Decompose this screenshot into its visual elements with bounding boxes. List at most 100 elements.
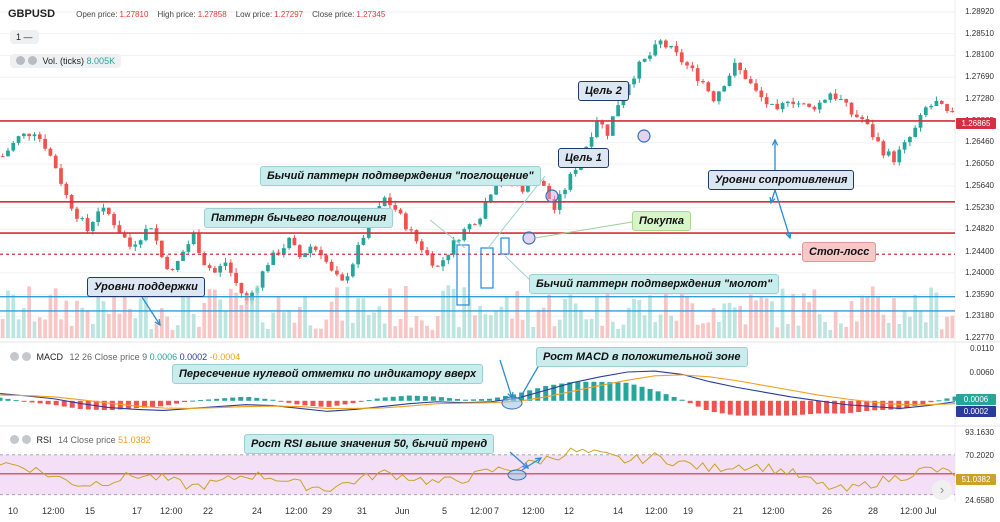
volume-bar bbox=[297, 307, 302, 338]
volume-legend[interactable]: Vol. (ticks) 8.005K bbox=[10, 54, 122, 68]
macd-tag-1: 0.0006 bbox=[956, 394, 996, 405]
gear-icon[interactable] bbox=[22, 352, 31, 361]
candle-body bbox=[112, 213, 116, 226]
rsi-legend[interactable]: RSI 14 Close price 51.0382 bbox=[10, 435, 151, 445]
buy-label: Покупка bbox=[632, 211, 692, 231]
volume-bar bbox=[313, 328, 318, 338]
macd-histogram-bar bbox=[663, 394, 669, 401]
volume-bar bbox=[393, 326, 398, 338]
volume-bar bbox=[563, 298, 567, 338]
macd-histogram-bar bbox=[735, 400, 741, 416]
macd-histogram-bar bbox=[928, 400, 934, 403]
candle-body bbox=[589, 137, 594, 147]
volume-bar bbox=[472, 315, 477, 338]
volume-bar bbox=[457, 327, 461, 338]
close-icon[interactable] bbox=[16, 56, 25, 65]
volume-bar bbox=[59, 319, 63, 338]
candle-body bbox=[11, 142, 16, 151]
close-icon[interactable] bbox=[10, 352, 19, 361]
volume-bar bbox=[616, 328, 620, 338]
volume-bar bbox=[350, 322, 355, 338]
time-axis-label: 12:00 bbox=[522, 506, 545, 516]
candle-body bbox=[16, 136, 21, 143]
volume-bar bbox=[881, 314, 886, 338]
gear-icon[interactable] bbox=[22, 435, 31, 444]
candle-body bbox=[266, 265, 270, 272]
candle-body bbox=[902, 142, 907, 150]
close-icon[interactable] bbox=[10, 435, 19, 444]
interval-selector[interactable]: 1 — bbox=[10, 30, 39, 44]
volume-bar bbox=[600, 325, 605, 338]
candle-body bbox=[870, 124, 875, 138]
macd-histogram-bar bbox=[559, 383, 565, 401]
time-axis-label: 12:00 bbox=[285, 506, 308, 516]
macd-histogram-bar bbox=[791, 400, 797, 416]
volume-bar bbox=[37, 317, 42, 338]
candle-body bbox=[446, 254, 451, 261]
macd-histogram-bar bbox=[495, 397, 501, 401]
candle-body bbox=[854, 114, 859, 118]
candle-body bbox=[563, 189, 567, 195]
volume-bar bbox=[404, 286, 408, 338]
time-axis-label: 12:00 bbox=[470, 506, 493, 516]
gear-icon[interactable] bbox=[28, 56, 37, 65]
volume-bar bbox=[849, 301, 854, 338]
candle-body bbox=[32, 134, 37, 137]
candle-body bbox=[637, 61, 642, 79]
macd-histogram-bar bbox=[374, 398, 380, 401]
volume-bar bbox=[923, 322, 928, 338]
candle-body bbox=[748, 79, 753, 84]
scroll-right-button[interactable]: › bbox=[932, 480, 952, 500]
candle-body bbox=[260, 271, 265, 288]
time-axis-label: 17 bbox=[132, 506, 143, 516]
volume-bar bbox=[234, 292, 238, 338]
volume-bar bbox=[913, 294, 918, 338]
price-axis-label: 1.27690 bbox=[965, 72, 994, 82]
macd-histogram-bar bbox=[711, 400, 717, 413]
volume-bar bbox=[775, 327, 780, 338]
candle-body bbox=[85, 218, 90, 231]
macd-histogram-bar bbox=[856, 400, 862, 412]
macd-histogram-bar bbox=[607, 382, 613, 401]
volume-bar bbox=[149, 329, 154, 338]
volume-bar bbox=[870, 286, 875, 338]
volume-bar bbox=[526, 297, 530, 338]
volume-bar bbox=[568, 294, 573, 338]
candle-body bbox=[908, 136, 912, 143]
volume-bar bbox=[207, 289, 212, 338]
volume-bar bbox=[197, 326, 201, 338]
macd-histogram-bar bbox=[206, 399, 212, 401]
candle-body bbox=[149, 228, 154, 230]
price-axis-label: 1.28510 bbox=[965, 28, 994, 38]
macd-histogram-bar bbox=[743, 400, 749, 416]
price-axis-label: 1.23180 bbox=[965, 311, 994, 321]
candle-body bbox=[441, 260, 445, 267]
volume-bar bbox=[181, 295, 185, 338]
candle-body bbox=[786, 101, 790, 104]
candle-body bbox=[191, 233, 196, 245]
macd-histogram-bar bbox=[775, 400, 781, 416]
volume-bar bbox=[80, 307, 85, 338]
rsi-value: 51.0382 bbox=[118, 435, 151, 445]
price-axis-label: 1.26050 bbox=[965, 159, 994, 169]
candle-body bbox=[605, 124, 610, 136]
macd-histogram-bar bbox=[543, 386, 549, 401]
volume-bar bbox=[366, 314, 371, 338]
volume-bar bbox=[170, 329, 175, 338]
macd-histogram-bar bbox=[390, 396, 396, 401]
candle-body bbox=[929, 105, 933, 108]
volume-bar bbox=[112, 296, 116, 338]
candle-body bbox=[717, 91, 721, 102]
candle-body bbox=[685, 62, 689, 66]
candle-body bbox=[663, 40, 668, 48]
candle-body bbox=[6, 150, 10, 157]
macd-axis-label: 0.0060 bbox=[969, 368, 994, 377]
macd-histogram-bar bbox=[77, 400, 83, 409]
time-axis-label: 15 bbox=[85, 506, 96, 516]
macd-histogram-bar bbox=[278, 400, 284, 402]
macd-legend[interactable]: MACD 12 26 Close price 9 0.0006 0.0002 -… bbox=[10, 352, 240, 362]
resistance-arrow-mid bbox=[770, 189, 776, 204]
time-axis-label: 21 bbox=[733, 506, 744, 516]
volume-bar bbox=[520, 319, 525, 338]
buy-connector bbox=[534, 221, 633, 239]
